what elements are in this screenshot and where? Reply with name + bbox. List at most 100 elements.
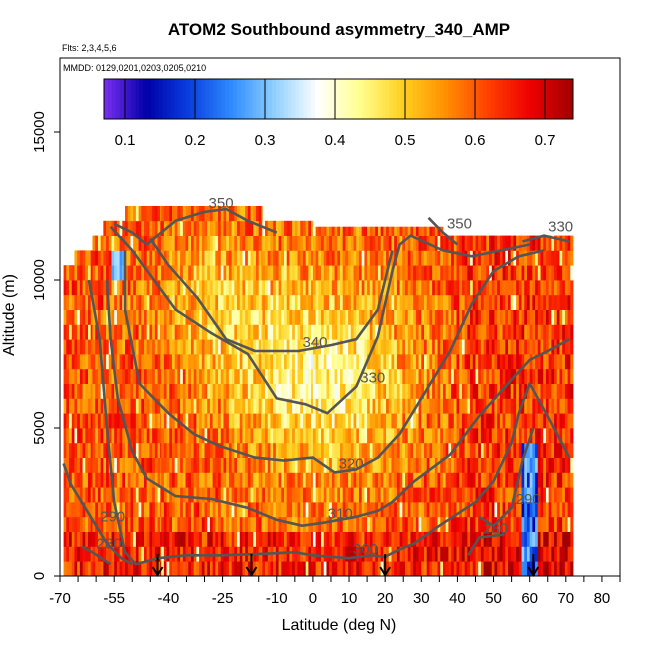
heatmap-cell [356, 294, 360, 310]
heatmap-cell [77, 265, 81, 281]
heatmap-cell [209, 280, 214, 296]
heatmap-cell [543, 354, 547, 370]
heatmap-cell [410, 428, 414, 444]
heatmap-cell [193, 487, 197, 503]
heatmap-cell [261, 457, 263, 473]
heatmap-cell [135, 354, 139, 370]
heatmap-cell [152, 502, 156, 518]
heatmap-cell [88, 546, 92, 562]
heatmap-cell [472, 324, 476, 340]
heatmap-cell [149, 206, 153, 222]
heatmap-cell [432, 383, 436, 399]
heatmap-cell [537, 280, 541, 296]
heatmap-cell [413, 531, 417, 547]
heatmap-cell [297, 561, 301, 576]
heatmap-cell [108, 472, 112, 488]
heatmap-cell [114, 280, 118, 296]
heatmap-cell [172, 531, 176, 547]
heatmap-cell [297, 324, 301, 340]
heatmap-cell [556, 398, 560, 414]
heatmap-cell [364, 324, 368, 340]
heatmap-cell [489, 398, 493, 414]
heatmap-cell [459, 487, 463, 503]
heatmap-cell [340, 546, 344, 562]
heatmap-cell [337, 413, 341, 429]
heatmap-cell [188, 250, 192, 266]
heatmap-cell [278, 220, 282, 236]
heatmap-cell [95, 265, 99, 281]
heatmap-cell [470, 383, 474, 399]
heatmap-cell [256, 561, 260, 576]
heatmap-cell [284, 339, 288, 355]
heatmap-cell [445, 442, 449, 458]
heatmap-cell [127, 516, 131, 532]
heatmap-cell [127, 442, 131, 458]
colorbar-segment [154, 79, 160, 119]
heatmap-cell [548, 457, 552, 473]
heatmap-cell [559, 339, 563, 355]
heatmap-cell [521, 265, 525, 281]
heatmap-cell [556, 442, 560, 458]
heatmap-cell [386, 235, 390, 251]
heatmap-cell [340, 226, 344, 236]
heatmap-cell [364, 398, 368, 414]
heatmap-cell [315, 398, 319, 414]
heatmap-cell [321, 398, 325, 414]
heatmap-cell [239, 220, 243, 236]
heatmap-cell [369, 516, 373, 532]
heatmap-cell [337, 265, 341, 281]
heatmap-cell [418, 383, 422, 399]
heatmap-cell [418, 324, 422, 340]
heatmap-cell [130, 294, 134, 310]
heatmap-cell [275, 383, 279, 399]
heatmap-cell [399, 280, 403, 296]
heatmap-cell [540, 442, 544, 458]
heatmap-cell [545, 472, 550, 488]
heatmap-cell [188, 324, 192, 340]
heatmap-cell [467, 472, 471, 488]
heatmap-cell [537, 324, 541, 340]
heatmap-cell [77, 280, 81, 296]
heatmap-cell [212, 472, 216, 488]
heatmap-cell [174, 531, 178, 547]
heatmap-cell [289, 235, 293, 251]
heatmap-cell [144, 280, 148, 296]
heatmap-cell [402, 428, 406, 444]
heatmap-cell [535, 546, 539, 562]
heatmap-cell [329, 502, 333, 518]
heatmap-cell [231, 220, 235, 236]
heatmap-cell [166, 309, 170, 325]
heatmap-cell [152, 339, 156, 355]
heatmap-cell [342, 561, 346, 576]
heatmap-cell [71, 294, 75, 310]
heatmap-cell [82, 324, 86, 340]
heatmap-cell [434, 442, 438, 458]
heatmap-cell [74, 354, 78, 370]
heatmap-cell [402, 561, 406, 576]
heatmap-cell [494, 294, 498, 310]
heatmap-cell [166, 428, 170, 444]
heatmap-cell [350, 339, 354, 355]
heatmap-cell [97, 531, 102, 547]
heatmap-cell [265, 487, 269, 503]
heatmap-cell [562, 428, 566, 444]
heatmap-cell [358, 457, 363, 473]
heatmap-cell [361, 354, 365, 370]
heatmap-cell [97, 546, 102, 562]
heatmap-cell [185, 442, 189, 458]
colorbar-segment [217, 79, 222, 119]
heatmap-cell [467, 531, 471, 547]
heatmap-cell [82, 265, 86, 281]
heatmap-cell [562, 502, 566, 518]
heatmap-cell [196, 354, 200, 370]
heatmap-cell [66, 516, 70, 532]
heatmap-cell [79, 442, 83, 458]
heatmap-cell [437, 442, 441, 458]
heatmap-cell [342, 294, 346, 310]
heatmap-cell [311, 502, 314, 518]
heatmap-cell [377, 428, 382, 444]
heatmap-cell [497, 324, 501, 340]
heatmap-cell [63, 368, 67, 384]
heatmap-cell [543, 502, 547, 518]
heatmap-cell [275, 428, 279, 444]
